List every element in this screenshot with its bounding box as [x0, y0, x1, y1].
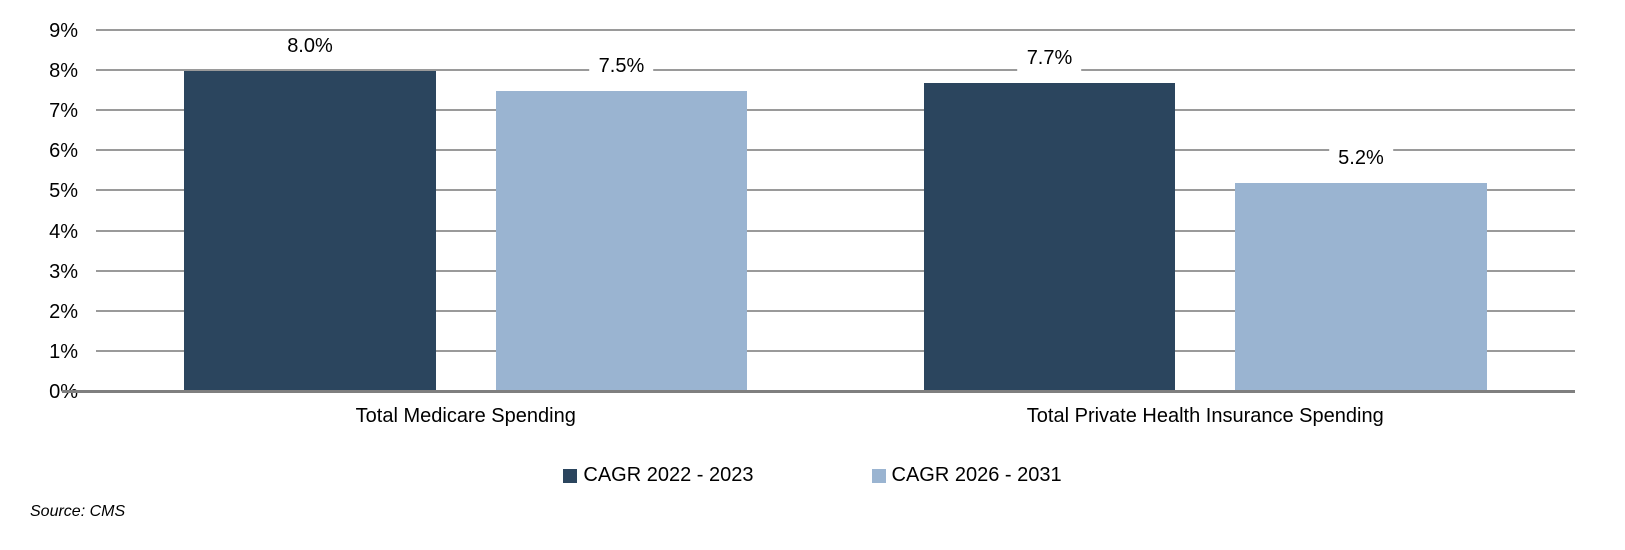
legend-swatch-icon — [563, 468, 578, 483]
bar: 8.0% — [184, 32, 436, 392]
bar-value-label: 5.2% — [1329, 144, 1393, 174]
legend-item: CAGR 2026 - 2031 — [871, 464, 1062, 487]
gridline-9% — [96, 29, 1575, 31]
bar-fill — [495, 91, 748, 392]
y-tick-label: 6% — [49, 140, 78, 163]
y-tick-label: 1% — [49, 340, 78, 363]
source-note: Source: CMS — [30, 503, 126, 520]
gridline-1% — [96, 349, 1575, 352]
plot-area: 8.0% 7.5% 7.7% 5.2% — [62, 29, 1575, 393]
bar-fill — [1235, 183, 1487, 392]
y-tick-label: 8% — [49, 60, 78, 83]
bar: 7.7% — [923, 44, 1176, 392]
x-axis-line — [62, 390, 1575, 393]
bar-fill — [184, 71, 436, 392]
y-tick-label: 3% — [49, 260, 78, 283]
legend-label: CAGR 2026 - 2031 — [891, 464, 1062, 486]
legend-item: CAGR 2022 - 2023 — [563, 464, 754, 487]
bar-value-label: 8.0% — [278, 32, 342, 62]
gridline-8% — [96, 69, 1575, 72]
category-label: Total Medicare Spending — [355, 405, 576, 427]
legend-swatch-icon — [871, 468, 886, 483]
bar: 7.5% — [495, 52, 748, 392]
y-tick-label: 5% — [49, 180, 78, 203]
gridline-5% — [96, 189, 1575, 192]
y-tick-label: 7% — [49, 100, 78, 123]
gridline-7% — [96, 109, 1575, 112]
y-tick-label: 9% — [49, 20, 78, 42]
legend: CAGR 2022 - 2023 CAGR 2026 - 2031 — [0, 464, 1625, 487]
gridline-3% — [96, 269, 1575, 272]
y-tick-label: 2% — [49, 300, 78, 323]
legend-label: CAGR 2022 - 2023 — [583, 464, 754, 486]
category-label: Total Private Health Insurance Spending — [1026, 405, 1384, 427]
bar-value-label: 7.5% — [589, 52, 654, 82]
bar: 5.2% — [1235, 144, 1487, 392]
bar-fill — [923, 83, 1176, 392]
gridline-2% — [96, 309, 1575, 312]
bar-value-label: 7.7% — [1017, 44, 1082, 74]
y-tick-label: 4% — [49, 220, 78, 243]
gridline-4% — [96, 229, 1575, 232]
gridline-6% — [96, 149, 1575, 152]
